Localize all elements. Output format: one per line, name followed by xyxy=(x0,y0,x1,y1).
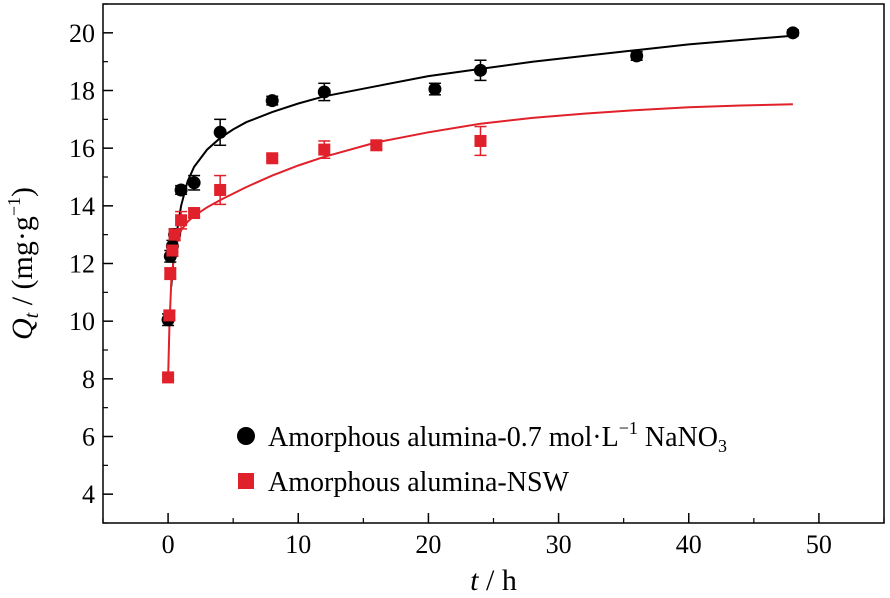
legend-marker-circle xyxy=(237,427,255,445)
x-tick-label-20: 20 xyxy=(415,530,441,559)
data-point-series-0 xyxy=(174,183,188,197)
data-point-series-1 xyxy=(168,228,181,241)
data-point-series-1 xyxy=(166,244,179,257)
x-tick-label-50: 50 xyxy=(806,530,832,559)
y-tick-label-14: 14 xyxy=(69,192,95,221)
x-tick-label-10: 10 xyxy=(285,530,311,559)
y-tick-label-6: 6 xyxy=(82,423,95,452)
legend-marker-square xyxy=(238,473,254,489)
tick-labels: 0 10 20 30 40 50 4 6 8 10 12 14 16 18 20 xyxy=(69,19,832,559)
axis-ticks xyxy=(102,3,885,524)
data-point-series-1 xyxy=(214,183,227,196)
data-point-series-1 xyxy=(474,134,487,147)
legend: Amorphous alumina-0.7 mol·L−1 NaNO3 Amor… xyxy=(237,418,727,498)
y-tick-label-18: 18 xyxy=(69,77,95,106)
fit-curve-series-0 xyxy=(170,34,793,287)
y-tick-label-10: 10 xyxy=(69,307,95,336)
data-point-series-0 xyxy=(630,49,644,63)
data-point-series-1 xyxy=(163,309,176,322)
y-tick-label-4: 4 xyxy=(82,480,95,509)
data-point-series-0 xyxy=(213,125,227,139)
legend-label-series-0: Amorphous alumina-0.7 mol·L−1 NaNO3 xyxy=(268,418,727,456)
data-point-series-0 xyxy=(265,94,279,108)
error-bars xyxy=(162,29,799,382)
data-point-series-0 xyxy=(317,85,331,99)
data-point-series-0 xyxy=(473,63,487,77)
y-tick-label-16: 16 xyxy=(69,134,95,163)
y-tick-label-12: 12 xyxy=(69,250,95,279)
data-point-series-0 xyxy=(187,176,201,190)
data-point-series-1 xyxy=(175,214,188,227)
y-tick-label-8: 8 xyxy=(82,365,95,394)
data-point-series-1 xyxy=(188,207,201,220)
data-point-series-0 xyxy=(786,26,800,40)
y-axis-label: Qt / (mg·g−1) xyxy=(4,187,43,340)
legend-item-series-1: Amorphous alumina-NSW xyxy=(238,467,570,498)
y-tick-label-20: 20 xyxy=(69,19,95,48)
x-axis-label: t / h xyxy=(470,564,517,597)
legend-item-series-0: Amorphous alumina-0.7 mol·L−1 NaNO3 xyxy=(237,418,727,456)
x-tick-label-40: 40 xyxy=(676,530,702,559)
data-point-series-1 xyxy=(164,267,177,280)
data-point-series-1 xyxy=(266,152,279,165)
fit-curves xyxy=(167,34,793,379)
x-tick-label-30: 30 xyxy=(546,530,572,559)
legend-label-series-1: Amorphous alumina-NSW xyxy=(268,467,570,498)
data-point-series-1 xyxy=(370,139,383,152)
data-point-series-1 xyxy=(162,371,175,384)
data-point-series-0 xyxy=(428,82,442,96)
x-tick-label-0: 0 xyxy=(162,530,175,559)
data-points xyxy=(161,26,800,384)
data-point-series-1 xyxy=(318,143,331,156)
